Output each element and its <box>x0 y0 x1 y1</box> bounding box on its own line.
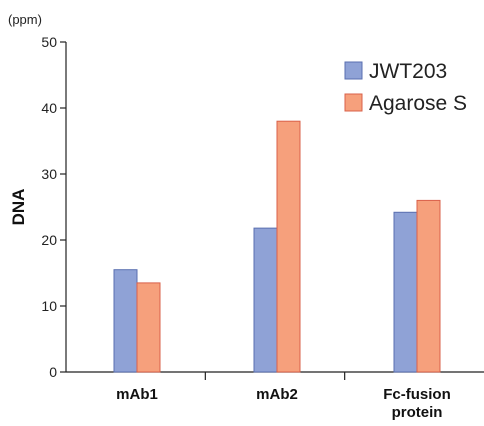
legend-label: JWT203 <box>369 60 447 83</box>
y-tick-label: 50 <box>41 34 57 50</box>
y-tick-label: 20 <box>41 232 57 248</box>
category-label: mAb2 <box>256 386 298 403</box>
y-tick-label: 0 <box>49 364 57 380</box>
legend-swatch <box>344 61 363 80</box>
bar-agarose-s-1 <box>276 120 301 373</box>
bar-jwt203-1 <box>253 227 278 373</box>
bar-jwt203-0 <box>113 269 138 373</box>
category-label: mAb1 <box>116 386 158 403</box>
category-label: protein <box>392 404 443 421</box>
y-unit-label: (ppm) <box>8 12 42 27</box>
legend-label: Agarose S <box>369 92 467 115</box>
y-tick-label: 10 <box>41 298 57 314</box>
bars <box>113 120 441 373</box>
y-tick-label: 30 <box>41 166 57 182</box>
legend-swatch <box>344 93 363 112</box>
bar-agarose-s-2 <box>416 199 441 373</box>
bar-jwt203-2 <box>393 211 418 373</box>
legend: JWT203 Agarose S <box>344 60 467 115</box>
y-tick-label: 40 <box>41 100 57 116</box>
y-axis-title: DNA <box>9 189 28 226</box>
category-label: Fc-fusion <box>383 386 451 403</box>
bar-agarose-s-0 <box>136 282 161 373</box>
